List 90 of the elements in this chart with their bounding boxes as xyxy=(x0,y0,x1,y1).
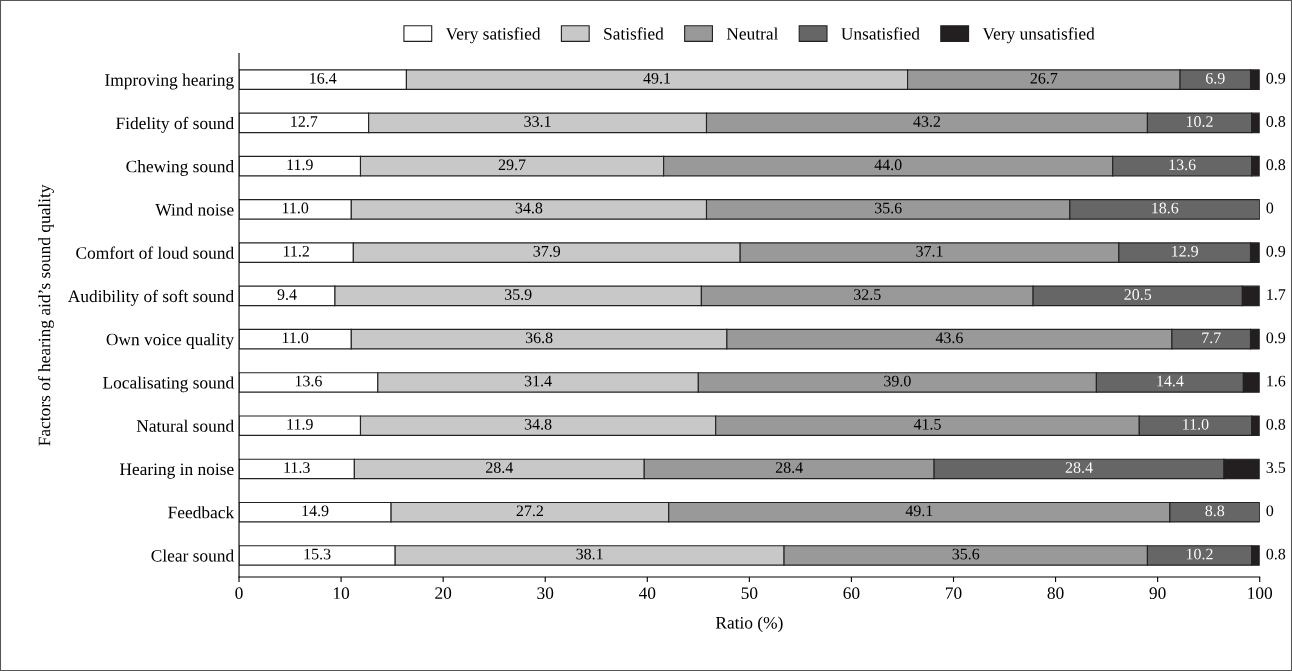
data-label: 11.2 xyxy=(283,245,309,257)
data-label: 12.9 xyxy=(1172,245,1198,257)
data-label: 43.6 xyxy=(935,332,963,344)
data-label: 0.8 xyxy=(1266,418,1286,430)
data-label: 35.6 xyxy=(952,548,980,560)
data-label: 18.6 xyxy=(1152,202,1179,214)
y-tick-label: Improving hearing xyxy=(105,73,234,90)
data-label: 37.9 xyxy=(533,245,561,257)
data-label: 35.9 xyxy=(504,289,532,300)
data-label: 11.0 xyxy=(282,202,309,214)
data-label: 15.3 xyxy=(304,548,331,560)
x-tick-label: 70 xyxy=(945,587,962,599)
data-label: 32.5 xyxy=(854,289,881,300)
data-label: 44.0 xyxy=(874,159,902,171)
y-tick-label: Wind noise xyxy=(155,203,234,216)
data-label: 31.4 xyxy=(524,375,552,387)
x-tick-label: 30 xyxy=(537,587,554,599)
data-label: 3.5 xyxy=(1266,462,1286,473)
data-label: 0.9 xyxy=(1266,72,1286,84)
data-label: 11.3 xyxy=(284,462,310,473)
y-tick-label: Hearing in noise xyxy=(119,463,234,479)
data-label: 36.8 xyxy=(525,332,553,344)
data-label: 41.5 xyxy=(913,418,941,430)
x-axis-title: Ratio (%) xyxy=(715,616,783,633)
data-label: 10.2 xyxy=(1186,116,1213,127)
data-label: 0.9 xyxy=(1266,245,1286,257)
data-label: 49.1 xyxy=(905,505,933,517)
data-label: 1.7 xyxy=(1267,289,1286,300)
data-label: 28.4 xyxy=(486,462,514,473)
y-tick-label: Feedback xyxy=(168,506,235,519)
x-tick-label: 90 xyxy=(1149,587,1166,599)
y-tick-label: Localisating sound xyxy=(103,376,234,393)
data-label: 11.0 xyxy=(1183,418,1209,430)
x-tick-label: 100 xyxy=(1248,587,1273,599)
data-label: 28.4 xyxy=(1065,462,1093,473)
x-tick-label: 10 xyxy=(333,587,350,599)
data-label: 11.9 xyxy=(287,159,313,171)
data-label: 29.7 xyxy=(498,159,526,171)
data-label: 8.8 xyxy=(1205,505,1225,517)
y-tick-label: Natural sound xyxy=(136,419,234,432)
data-label: 0.8 xyxy=(1266,159,1286,171)
y-tick-label: Fidelity of sound xyxy=(116,116,234,133)
x-tick-label: 20 xyxy=(435,587,452,599)
x-tick-label: 80 xyxy=(1047,587,1064,599)
x-tick-label: 50 xyxy=(741,587,758,599)
data-label: 0 xyxy=(1266,202,1274,214)
y-axis-title: Factors of hearing aid’s sound quality xyxy=(37,184,54,446)
data-label: 13.6 xyxy=(295,375,322,387)
x-tick-label: 0 xyxy=(235,587,243,599)
data-label: 34.8 xyxy=(515,202,543,214)
data-label: 9.4 xyxy=(277,289,297,300)
data-label: 6.9 xyxy=(1206,72,1225,84)
data-label: 38.1 xyxy=(576,548,603,560)
y-tick-label: Own voice quality xyxy=(106,333,235,349)
data-label: 43.2 xyxy=(913,116,941,127)
legend-label: Unsatisfied xyxy=(841,27,920,40)
legend-label: Very unsatisfied xyxy=(982,27,1095,44)
legend-label: Satisfied xyxy=(604,27,664,40)
data-label: 33.1 xyxy=(524,116,551,127)
legend-label: Very satisfied xyxy=(445,27,541,44)
data-label: 0.9 xyxy=(1266,332,1286,344)
data-label: 35.6 xyxy=(874,202,902,214)
data-label: 37.1 xyxy=(916,245,943,257)
data-label: 12.7 xyxy=(291,116,318,127)
data-label: 16.4 xyxy=(310,72,337,84)
x-tick-label: 40 xyxy=(638,587,656,599)
data-label: 14.4 xyxy=(1157,375,1184,387)
legend-label: Neutral xyxy=(726,27,779,40)
data-label: 49.1 xyxy=(643,72,671,84)
data-label: 28.4 xyxy=(775,462,803,473)
data-label: 0 xyxy=(1266,505,1274,517)
data-label: 34.8 xyxy=(524,418,552,430)
data-label: 7.7 xyxy=(1202,332,1221,344)
y-tick-label: Comfort of loud sound xyxy=(76,246,234,259)
y-tick-label: Chewing sound xyxy=(126,160,234,176)
data-label: 11.0 xyxy=(282,332,309,344)
data-label: 39.0 xyxy=(884,375,911,387)
y-tick-label: Audibility of soft sound xyxy=(67,289,234,306)
data-label: 11.9 xyxy=(287,418,313,430)
y-tick-label: Clear sound xyxy=(151,549,234,562)
data-label: 1.6 xyxy=(1267,375,1286,387)
data-label: 20.5 xyxy=(1124,289,1152,300)
data-label: 14.9 xyxy=(302,505,329,517)
data-label: 26.7 xyxy=(1030,72,1058,84)
data-label: 13.6 xyxy=(1169,159,1196,171)
data-label: 0.8 xyxy=(1266,548,1286,560)
data-label: 27.2 xyxy=(516,505,544,517)
data-label: 10.2 xyxy=(1186,548,1213,560)
x-tick-label: 60 xyxy=(843,587,860,599)
data-label: 0.8 xyxy=(1266,116,1286,127)
